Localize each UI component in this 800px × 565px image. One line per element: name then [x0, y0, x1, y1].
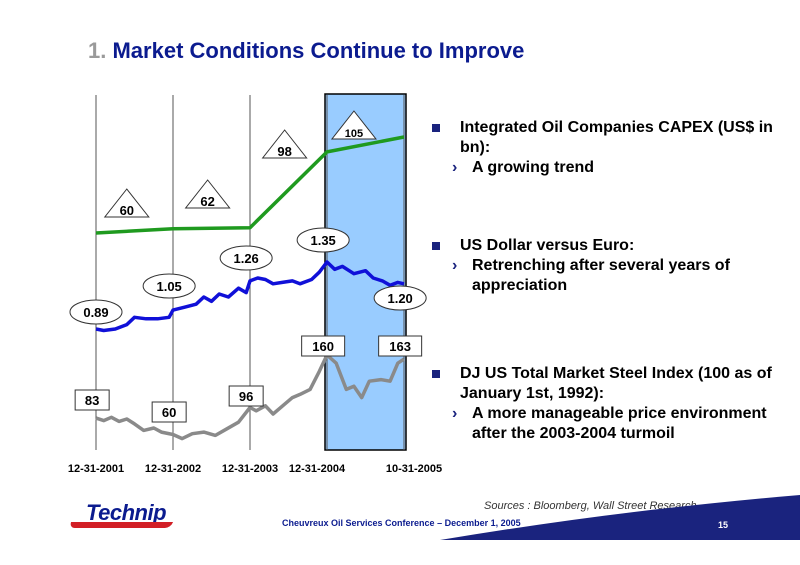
label-shape-steel-0	[74, 389, 110, 411]
data-label-usd_eur-0: 0.89	[83, 305, 108, 320]
label-shape-usd_eur-0	[69, 299, 123, 325]
x-tick-label-0: 12-31-2001	[68, 463, 124, 475]
bullet-capex-text: Integrated Oil Companies CAPEX (US$ in b…	[460, 119, 773, 156]
data-label-steel-2: 96	[239, 389, 253, 404]
data-label-usd_eur-3: 1.35	[310, 233, 335, 248]
data-label-capex-0: 60	[120, 203, 134, 218]
label-shape-usd_eur-3	[296, 227, 350, 253]
label-shape-capex-1	[184, 179, 231, 209]
series-line-capex	[95, 135, 405, 235]
bullet-square-icon	[432, 124, 440, 132]
data-label-capex-1: 62	[200, 194, 214, 209]
bullet-steel-sub: › A more manageable price environment aft…	[452, 404, 792, 444]
logo-swoosh	[68, 522, 174, 528]
bullet-usd-text: US Dollar versus Euro:	[460, 237, 635, 254]
label-shape-usd_eur-2	[219, 245, 273, 271]
label-shape-capex-3	[330, 110, 377, 140]
data-label-steel-0: 83	[85, 393, 99, 408]
data-label-usd_eur-1: 1.05	[156, 279, 181, 294]
bullet-capex: Integrated Oil Companies CAPEX (US$ in b…	[432, 118, 792, 178]
title-number: 1.	[88, 38, 107, 63]
data-label-usd_eur-4: 1.20	[387, 291, 412, 306]
x-tick-label-1: 12-31-2002	[145, 463, 201, 475]
bullet-usd-sub-text: Retrenching after several years of appre…	[472, 257, 730, 294]
sources-note: Sources : Bloomberg, Wall Street Researc…	[484, 500, 697, 512]
bullet-square-icon	[432, 242, 440, 250]
x-tick-label-4: 10-31-2005	[386, 463, 442, 475]
data-label-capex-2: 98	[277, 144, 291, 159]
label-shape-steel-3	[301, 335, 346, 357]
x-tick-label-2: 12-31-2003	[222, 463, 278, 475]
title-text: Market Conditions Continue to Improve	[112, 38, 525, 63]
label-shape-steel-4	[378, 335, 423, 357]
bullet-square-icon	[432, 370, 440, 378]
bullet-capex-sub-text: A growing trend	[472, 159, 595, 176]
bullet-steel-text: DJ US Total Market Steel Index (100 as o…	[460, 365, 772, 402]
bullet-steel-sub-text: A more manageable price environment afte…	[472, 405, 767, 442]
bullet-capex-sub: › A growing trend	[452, 158, 792, 178]
data-label-usd_eur-2: 1.26	[233, 251, 258, 266]
bullet-usd-sub: › Retrenching after several years of appr…	[452, 256, 792, 296]
page-title: 1. Market Conditions Continue to Improve	[88, 38, 524, 64]
data-label-capex-3: 105	[345, 128, 363, 140]
chevron-right-icon: ›	[452, 159, 458, 176]
data-label-steel-4: 163	[389, 339, 411, 354]
bullet-usd: US Dollar versus Euro: › Retrenching afte…	[432, 236, 792, 296]
label-shape-capex-0	[103, 188, 150, 218]
page-number: 15	[718, 520, 729, 530]
series-line-steel	[95, 353, 405, 441]
label-shape-steel-2	[228, 385, 264, 407]
label-shape-steel-1	[151, 401, 187, 423]
chevron-right-icon: ›	[452, 405, 458, 422]
label-shape-capex-2	[261, 129, 308, 159]
label-shape-usd_eur-4	[373, 285, 427, 311]
bullet-steel: DJ US Total Market Steel Index (100 as o…	[432, 364, 792, 444]
chevron-right-icon: ›	[452, 257, 458, 274]
data-label-steel-1: 60	[162, 405, 176, 420]
technip-logo: Technip	[86, 500, 167, 525]
conference-footer: Cheuvreux Oil Services Conference – Dece…	[282, 518, 521, 528]
series-line-usd_eur	[95, 260, 405, 333]
label-shape-usd_eur-1	[142, 273, 196, 299]
data-label-steel-3: 160	[312, 339, 334, 354]
x-tick-label-3: 12-31-2004	[289, 463, 346, 475]
